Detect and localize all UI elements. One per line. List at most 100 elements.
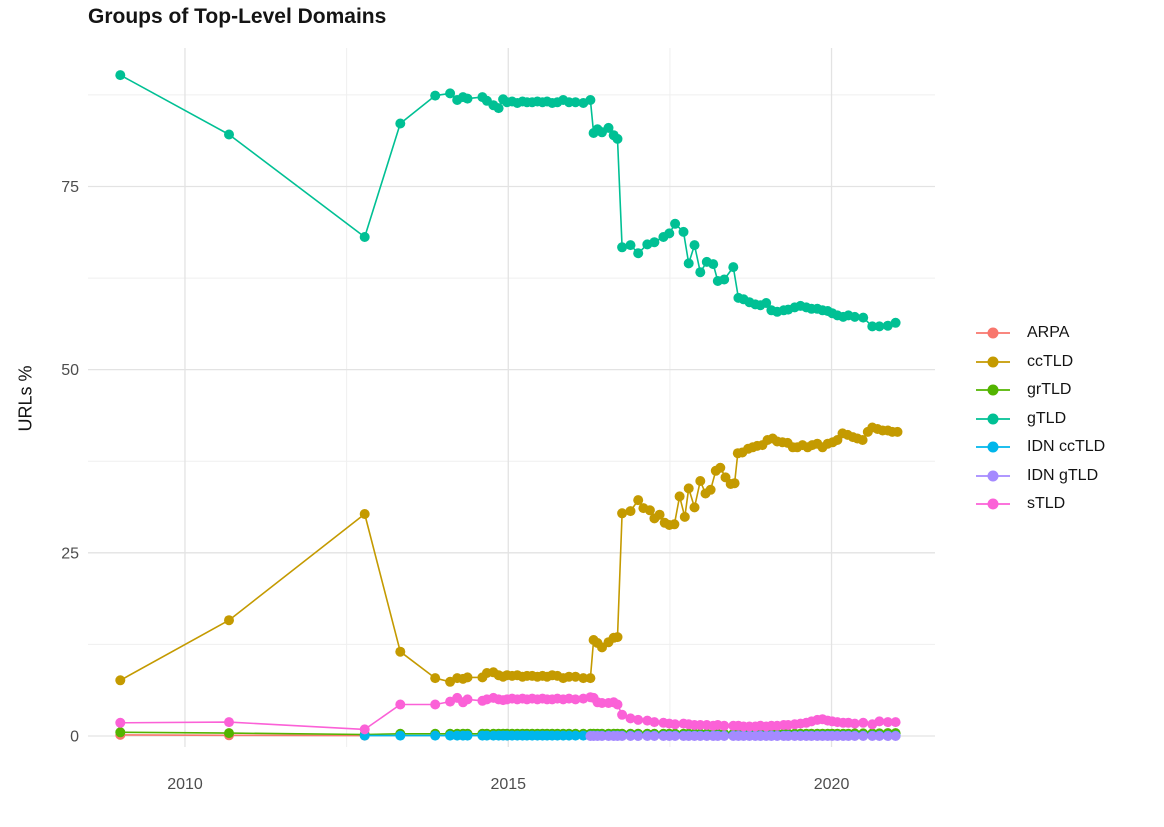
series-points-IDN-gTLD bbox=[585, 731, 901, 741]
data-point bbox=[728, 262, 739, 273]
data-point bbox=[462, 672, 473, 683]
data-point bbox=[705, 484, 716, 495]
legend-key-icon bbox=[976, 413, 1010, 425]
data-point bbox=[359, 509, 370, 519]
data-point bbox=[874, 321, 885, 332]
data-point bbox=[857, 435, 868, 445]
chart-title: Groups of Top-Level Domains bbox=[88, 5, 387, 28]
data-point bbox=[395, 646, 406, 657]
data-point bbox=[578, 673, 589, 684]
data-point bbox=[892, 426, 903, 437]
data-point bbox=[642, 731, 653, 741]
data-point bbox=[578, 730, 589, 741]
data-point bbox=[867, 321, 878, 332]
data-point bbox=[224, 129, 234, 140]
legend-item-gTLD: gTLD bbox=[975, 405, 1105, 434]
data-point bbox=[633, 714, 644, 725]
legend-key-icon bbox=[976, 498, 1010, 510]
data-point bbox=[585, 673, 596, 684]
data-point bbox=[224, 615, 234, 626]
data-point bbox=[649, 717, 660, 728]
data-point bbox=[858, 731, 869, 741]
legend-item-ARPA: ARPA bbox=[975, 319, 1105, 348]
data-point bbox=[462, 694, 473, 705]
data-point bbox=[849, 718, 860, 729]
data-point bbox=[612, 133, 623, 144]
legend-key-icon bbox=[976, 384, 1010, 396]
legend-key-icon bbox=[976, 441, 1010, 453]
data-point bbox=[625, 731, 636, 741]
data-point bbox=[395, 699, 406, 710]
data-point bbox=[849, 311, 860, 322]
data-point bbox=[729, 478, 740, 489]
data-point bbox=[715, 462, 726, 473]
data-point bbox=[890, 731, 901, 741]
data-point bbox=[882, 731, 893, 741]
y-axis-title: URLs % bbox=[15, 365, 36, 432]
data-point bbox=[462, 93, 473, 104]
data-point bbox=[633, 731, 644, 741]
data-point bbox=[625, 240, 636, 251]
data-point bbox=[664, 228, 675, 239]
data-point bbox=[603, 122, 614, 133]
legend-label: IDN ccTLD bbox=[1027, 438, 1106, 456]
x-tick-label: 2015 bbox=[490, 776, 526, 793]
data-point bbox=[670, 719, 681, 730]
legend-label: ARPA bbox=[1027, 324, 1070, 342]
data-point bbox=[633, 248, 644, 259]
y-tick-label: 75 bbox=[61, 179, 79, 196]
data-point bbox=[882, 717, 893, 728]
data-point bbox=[395, 730, 406, 741]
data-point bbox=[570, 730, 581, 741]
y-tick-label: 25 bbox=[61, 545, 79, 562]
data-point bbox=[625, 506, 636, 517]
legend-item-grTLD: grTLD bbox=[975, 376, 1105, 405]
series-line-ARPA bbox=[120, 734, 365, 737]
data-point bbox=[689, 502, 700, 513]
x-tick-label: 2020 bbox=[814, 776, 850, 793]
data-point bbox=[683, 258, 694, 269]
series-points-ccTLD bbox=[115, 422, 903, 687]
data-point bbox=[617, 731, 628, 741]
data-point bbox=[761, 298, 772, 308]
data-point bbox=[115, 70, 126, 81]
data-point bbox=[462, 730, 473, 741]
data-point bbox=[570, 671, 581, 682]
data-point bbox=[224, 728, 234, 739]
data-point bbox=[430, 673, 441, 684]
data-point bbox=[678, 226, 689, 237]
y-tick-label: 0 bbox=[70, 729, 79, 746]
data-point bbox=[612, 632, 623, 643]
legend-item-sTLD: sTLD bbox=[975, 490, 1105, 519]
legend-label: grTLD bbox=[1027, 381, 1072, 399]
data-point bbox=[570, 97, 581, 108]
legend-label: ccTLD bbox=[1027, 352, 1074, 370]
data-point bbox=[719, 274, 730, 285]
data-point bbox=[858, 717, 869, 728]
data-point bbox=[612, 699, 623, 710]
legend-label: IDN gTLD bbox=[1027, 466, 1099, 484]
data-point bbox=[874, 731, 885, 741]
series-points-sTLD bbox=[115, 692, 901, 735]
data-point bbox=[395, 118, 406, 129]
data-point bbox=[430, 730, 441, 741]
data-point bbox=[115, 675, 126, 686]
data-point bbox=[115, 727, 126, 738]
data-point bbox=[359, 724, 370, 735]
data-point bbox=[445, 88, 456, 99]
data-point bbox=[890, 717, 901, 728]
data-point bbox=[644, 505, 655, 516]
data-point bbox=[585, 95, 596, 105]
data-point bbox=[683, 483, 694, 494]
data-point bbox=[670, 218, 681, 229]
data-point bbox=[719, 731, 730, 741]
data-point bbox=[874, 716, 885, 727]
data-point bbox=[679, 511, 690, 522]
data-point bbox=[669, 519, 680, 530]
legend: ARPA ccTLD grTLD gTLD IDN ccTLD IDN gTLD sTLD bbox=[975, 319, 1105, 519]
data-point bbox=[719, 720, 730, 731]
data-point bbox=[430, 699, 441, 710]
data-point bbox=[430, 90, 441, 101]
